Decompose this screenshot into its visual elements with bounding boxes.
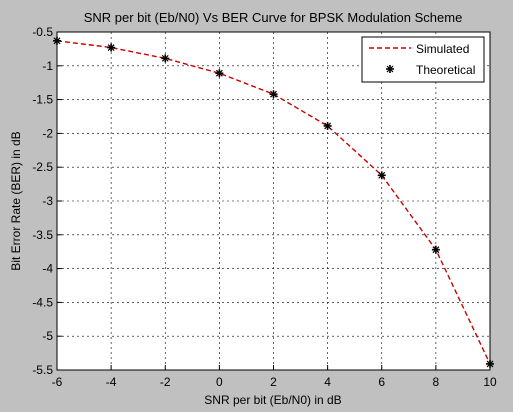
legend-star-marker: [386, 65, 394, 73]
x-tick-label: 10: [483, 375, 497, 389]
y-tick-label: -4: [42, 262, 53, 276]
data-point-theoretical: [107, 43, 116, 52]
data-point-theoretical: [215, 69, 224, 78]
grid-lines: [57, 32, 490, 370]
y-axis-label: Bit Error Rate (BER) in dB: [9, 131, 23, 270]
legend-box: [361, 36, 485, 83]
x-tick-label: 2: [270, 375, 277, 389]
data-point-theoretical: [161, 54, 170, 63]
x-tick-label: 0: [216, 375, 223, 389]
x-axis-label: SNR per bit (Eb/N0) in dB: [204, 393, 341, 407]
legend-theoretical-swatch: [386, 65, 394, 73]
x-tick-label: -2: [160, 375, 171, 389]
axis-ticks: -6 -4 -2 0 2 4 6 8 10 -0.5 -1 -1.5 -2 -2.5 -3 -3.5 -4 -4.…: [32, 25, 497, 389]
y-tick-label: -5.5: [32, 363, 53, 377]
data-point-theoretical: [323, 121, 332, 130]
legend: Simulated Theoretical: [361, 36, 485, 83]
x-tick-label: 6: [378, 375, 385, 389]
y-tick-label: -3.5: [32, 228, 53, 242]
y-tick-label: -5: [42, 329, 53, 343]
y-tick-label: -2.5: [32, 160, 53, 174]
chart-title: SNR per bit (Eb/N0) Vs BER Curve for BPS…: [84, 10, 463, 25]
data-point-theoretical: [53, 36, 61, 45]
data-point-theoretical: [486, 359, 494, 368]
y-tick-label: -1.5: [32, 93, 53, 107]
y-tick-label: -1: [42, 59, 53, 73]
data-point-theoretical: [431, 245, 440, 254]
data-point-theoretical: [269, 90, 278, 99]
y-tick-label: -4.5: [32, 295, 53, 309]
legend-simulated-label: Simulated: [416, 42, 469, 56]
x-tick-label: 8: [433, 375, 440, 389]
x-tick-label: -6: [52, 375, 63, 389]
legend-theoretical-label: Theoretical: [416, 63, 475, 77]
data-series: [53, 36, 494, 368]
series-line-simulated: [56, 40, 491, 365]
y-tick-label: -2: [42, 126, 53, 140]
x-tick-label: 4: [324, 375, 331, 389]
y-tick-label: -0.5: [32, 25, 53, 39]
data-point-theoretical: [377, 171, 386, 180]
x-tick-label: -4: [106, 375, 117, 389]
y-tick-label: -3: [42, 194, 53, 208]
